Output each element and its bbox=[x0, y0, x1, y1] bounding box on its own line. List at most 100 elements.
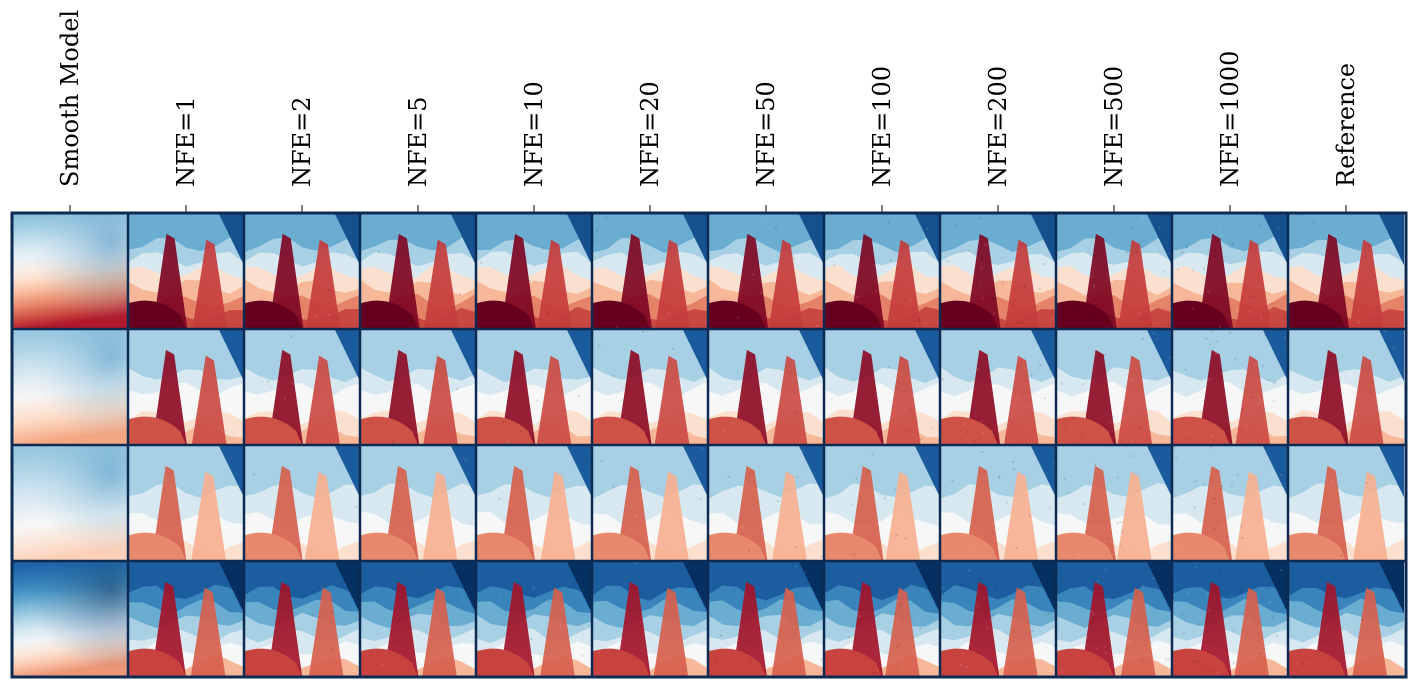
corner-layer bbox=[334, 213, 360, 266]
noise-speck bbox=[1030, 582, 1033, 585]
fold-structure bbox=[423, 355, 459, 445]
image-tile bbox=[1288, 329, 1404, 445]
noise-speck bbox=[1280, 377, 1283, 380]
corner-layer bbox=[566, 329, 592, 382]
deep-layer bbox=[244, 300, 302, 329]
noise-speck bbox=[1218, 228, 1221, 231]
noise-speck bbox=[667, 312, 670, 315]
noise-speck bbox=[1209, 267, 1211, 270]
noise-speck bbox=[871, 322, 874, 325]
noise-speck bbox=[1057, 276, 1060, 279]
noise-speck bbox=[1077, 639, 1080, 642]
corner-layer bbox=[218, 213, 244, 266]
image-tile bbox=[12, 329, 128, 445]
noise-speck bbox=[480, 261, 483, 264]
noise-speck bbox=[918, 318, 920, 321]
noise-speck bbox=[777, 500, 780, 503]
noise-speck bbox=[980, 585, 983, 588]
noise-speck bbox=[328, 289, 330, 291]
noise-speck bbox=[1225, 536, 1228, 539]
noise-speck bbox=[1270, 307, 1273, 310]
deep-layer bbox=[1056, 532, 1114, 561]
noise-speck bbox=[357, 514, 360, 517]
noise-speck bbox=[1008, 287, 1011, 289]
noise-speck bbox=[1090, 610, 1093, 613]
deep-layer bbox=[360, 300, 418, 329]
noise-speck bbox=[1078, 320, 1081, 323]
noise-speck bbox=[1211, 466, 1213, 468]
corner-layer bbox=[218, 445, 244, 498]
noise-speck bbox=[1095, 504, 1098, 507]
fold-structure bbox=[1235, 355, 1271, 445]
noise-speck bbox=[818, 440, 821, 443]
noise-speck bbox=[795, 565, 797, 567]
noise-speck bbox=[764, 601, 767, 604]
noise-speck bbox=[497, 480, 499, 483]
noise-speck bbox=[1131, 227, 1134, 230]
noise-speck bbox=[1136, 591, 1138, 594]
noise-speck bbox=[1152, 332, 1155, 335]
noise-speck bbox=[1197, 660, 1199, 663]
noise-speck bbox=[1169, 356, 1171, 359]
deep-layer bbox=[1288, 300, 1346, 329]
noise-speck bbox=[1275, 519, 1277, 522]
noise-speck bbox=[910, 431, 913, 434]
corner-layer bbox=[334, 445, 360, 498]
noise-speck bbox=[581, 654, 584, 657]
image-tile bbox=[708, 561, 824, 677]
noise-speck bbox=[1017, 555, 1019, 558]
noise-speck bbox=[327, 314, 330, 317]
noise-speck bbox=[745, 347, 748, 350]
noise-speck bbox=[804, 571, 807, 574]
noise-speck bbox=[574, 529, 577, 532]
noise-speck bbox=[902, 507, 905, 510]
noise-speck bbox=[1249, 440, 1252, 443]
noise-speck bbox=[904, 299, 907, 302]
deep-layer bbox=[1056, 648, 1114, 677]
fold-structure bbox=[537, 239, 572, 329]
noise-speck bbox=[751, 409, 754, 411]
noise-speck bbox=[532, 587, 535, 590]
noise-speck bbox=[577, 395, 580, 397]
noise-speck bbox=[919, 627, 922, 630]
noise-speck bbox=[1260, 317, 1263, 320]
noise-speck bbox=[1248, 310, 1251, 313]
noise-speck bbox=[1269, 249, 1272, 252]
noise-speck bbox=[1002, 644, 1005, 647]
noise-speck bbox=[981, 432, 984, 435]
noise-speck bbox=[499, 595, 502, 598]
noise-speck bbox=[1266, 645, 1269, 648]
noise-speck bbox=[1264, 334, 1267, 337]
noise-speck bbox=[1158, 233, 1161, 236]
deep-layer bbox=[592, 416, 650, 445]
noise-speck bbox=[1071, 480, 1074, 483]
noise-speck bbox=[1126, 251, 1129, 254]
noise-speck bbox=[547, 599, 550, 602]
noise-speck bbox=[1039, 364, 1042, 367]
noise-speck bbox=[417, 306, 420, 309]
corner-layer bbox=[914, 329, 940, 382]
image-tile bbox=[708, 329, 824, 445]
fold-structure bbox=[886, 355, 921, 445]
deep-layer bbox=[824, 300, 882, 329]
noise-speck bbox=[720, 634, 722, 637]
noise-speck bbox=[894, 612, 897, 615]
image-tile bbox=[824, 561, 940, 677]
noise-speck bbox=[960, 664, 962, 667]
noise-speck bbox=[291, 382, 294, 385]
noise-speck bbox=[986, 626, 989, 629]
noise-speck bbox=[1209, 378, 1212, 381]
noise-speck bbox=[456, 593, 459, 596]
noise-speck bbox=[927, 650, 930, 653]
noise-speck bbox=[1117, 591, 1120, 594]
noise-speck bbox=[491, 520, 494, 523]
noise-speck bbox=[616, 465, 619, 468]
column-label: Smooth Model bbox=[56, 10, 84, 187]
fold-structure bbox=[1235, 239, 1271, 329]
noise-speck bbox=[1178, 297, 1181, 300]
corner-layer bbox=[566, 561, 592, 614]
noise-speck bbox=[612, 485, 615, 488]
noise-speck bbox=[1086, 230, 1089, 233]
noise-speck bbox=[1181, 251, 1184, 254]
noise-speck bbox=[780, 529, 783, 532]
